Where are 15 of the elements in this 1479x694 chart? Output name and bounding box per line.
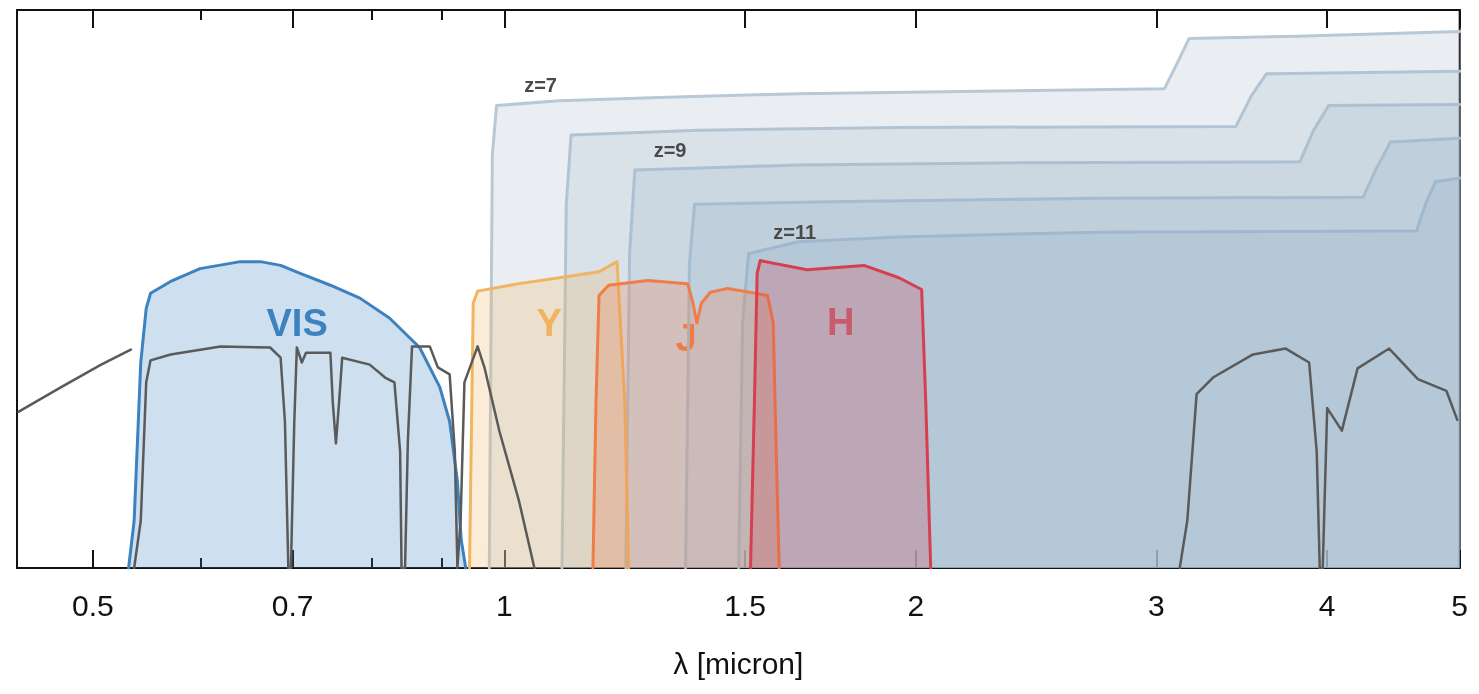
annotation: z=11 bbox=[773, 220, 817, 243]
annotation: z=9 bbox=[653, 138, 687, 161]
x-tick-label: 3 bbox=[1148, 588, 1165, 622]
x-tick-label: 0.7 bbox=[271, 588, 314, 622]
x-tick-label: 2 bbox=[907, 588, 925, 622]
x-axis-title: λ [micron] bbox=[673, 646, 804, 680]
x-tick-label: 5 bbox=[1451, 588, 1468, 622]
annotation: z=7 bbox=[524, 74, 557, 97]
x-tick-label: 0.5 bbox=[72, 588, 114, 622]
x-tick-label: 1.5 bbox=[724, 588, 766, 622]
series-label: Y bbox=[536, 301, 562, 344]
series-label: H bbox=[826, 301, 855, 344]
x-tick-label: 4 bbox=[1318, 588, 1336, 622]
x-tick-label: 1 bbox=[495, 588, 513, 622]
series-label: VIS bbox=[266, 301, 328, 344]
